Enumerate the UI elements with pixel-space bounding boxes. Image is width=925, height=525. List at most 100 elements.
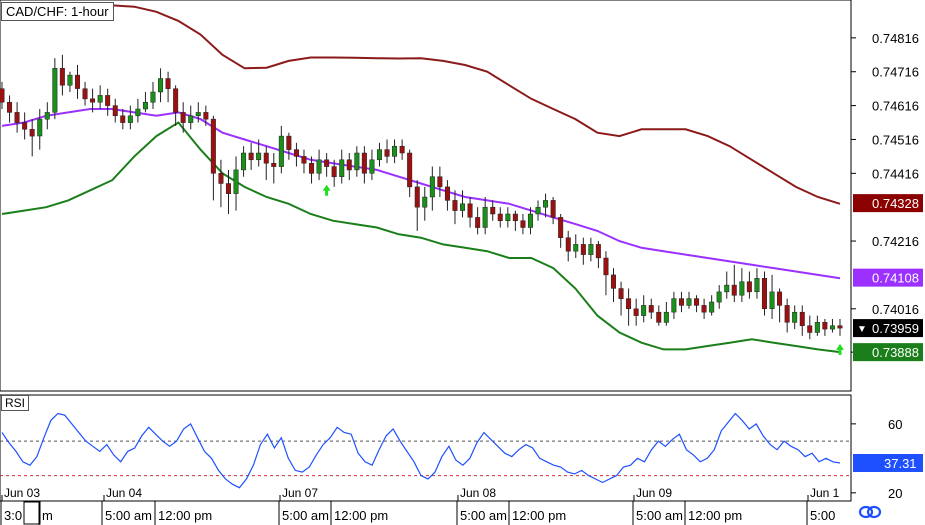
candle-body bbox=[399, 145, 405, 154]
price-tick-label: 0.74016 bbox=[872, 302, 919, 317]
candle-body bbox=[37, 118, 43, 137]
time-label: 12:00 pm bbox=[688, 508, 742, 523]
candle-body bbox=[792, 311, 798, 323]
time-label: 12:00 pm bbox=[334, 508, 388, 523]
candle-body bbox=[731, 284, 737, 296]
candle-body bbox=[505, 213, 511, 222]
candle-body bbox=[482, 206, 488, 228]
candle-body bbox=[671, 298, 677, 313]
candle-body bbox=[316, 159, 322, 174]
candle-body bbox=[648, 305, 654, 313]
candle-body bbox=[580, 244, 586, 255]
candle-body bbox=[829, 325, 835, 330]
candle-body bbox=[67, 74, 73, 86]
candle-body bbox=[188, 115, 194, 123]
rsi-line bbox=[1, 412, 841, 489]
candle-body bbox=[618, 288, 624, 299]
candle-body bbox=[452, 200, 458, 211]
price-tick-label: 0.74616 bbox=[872, 99, 919, 114]
candle-body bbox=[142, 101, 148, 110]
time-label: 3:0 bbox=[4, 508, 22, 523]
candle-body bbox=[233, 169, 239, 194]
candle-body bbox=[210, 118, 216, 174]
candle-body bbox=[422, 196, 428, 208]
time-label: 5:00 am bbox=[636, 508, 683, 523]
date-label: Jun 04 bbox=[106, 486, 142, 500]
chart-title: CAD/CHF: 1-hour bbox=[1, 2, 114, 21]
candle-body bbox=[663, 311, 669, 323]
candle-body bbox=[278, 135, 284, 167]
candle-body bbox=[437, 176, 443, 188]
candle-body bbox=[248, 152, 254, 161]
time-label: 12:00 pm bbox=[158, 508, 212, 523]
candle-body bbox=[346, 159, 352, 171]
candle-body bbox=[286, 135, 292, 150]
candle-body bbox=[595, 244, 601, 259]
price-label-text: 0.74328 bbox=[872, 196, 919, 211]
price-label-marker: ▼ bbox=[857, 324, 867, 335]
candle-body bbox=[173, 88, 179, 113]
candle-body bbox=[0, 88, 5, 103]
candle-body bbox=[59, 68, 65, 86]
candle-body bbox=[746, 281, 752, 293]
middle-band-line bbox=[1, 108, 841, 280]
date-label: Jun 03 bbox=[4, 486, 40, 500]
candle-body bbox=[180, 112, 186, 123]
candle-body bbox=[127, 115, 133, 123]
candle-body bbox=[324, 159, 330, 167]
bollinger-bands bbox=[1, 4, 841, 354]
candle-body bbox=[414, 186, 420, 208]
time-axis: 3:0 m 5:00 am 12:00 pm 5:00 am 12:00 pm 5:00 a… bbox=[0, 501, 835, 525]
up-arrow-icon bbox=[836, 343, 844, 355]
candle-body bbox=[361, 152, 367, 174]
price-label-text: 0.73959 bbox=[872, 321, 919, 336]
candle-body bbox=[520, 220, 526, 228]
candle-body bbox=[769, 291, 775, 310]
price-tick-label: 0.74816 bbox=[872, 31, 919, 46]
candle-body bbox=[754, 278, 760, 293]
candle-body bbox=[97, 95, 103, 103]
date-label: Jun 07 bbox=[282, 486, 318, 500]
candle-body bbox=[7, 101, 13, 113]
candle-body bbox=[331, 166, 337, 178]
upper-band-line bbox=[1, 4, 841, 205]
date-axis: Jun 03 Jun 04 Jun 07 Jun 08 Jun 09 Jun 1 bbox=[1, 486, 840, 501]
candle-body bbox=[822, 322, 828, 330]
candle-body bbox=[641, 305, 647, 316]
candle-body bbox=[195, 112, 201, 117]
candle-body bbox=[656, 311, 662, 323]
brand-logo-icon bbox=[858, 505, 882, 519]
candle-body bbox=[633, 308, 639, 316]
candle-body bbox=[709, 301, 715, 313]
candle-body bbox=[460, 203, 466, 211]
candle-body bbox=[150, 91, 156, 103]
candle-body bbox=[701, 305, 707, 313]
candle-body bbox=[241, 152, 247, 171]
candle-body bbox=[716, 291, 722, 303]
rsi-panel-frame bbox=[0, 394, 852, 502]
candle-body bbox=[263, 152, 269, 164]
candle-body bbox=[301, 156, 307, 164]
candle-body bbox=[376, 149, 382, 161]
candle-body bbox=[44, 112, 50, 120]
candle-body bbox=[490, 206, 496, 215]
candle-body bbox=[369, 159, 375, 174]
candle-body bbox=[90, 98, 96, 103]
candle-body bbox=[777, 291, 783, 306]
up-arrow-icon bbox=[322, 184, 331, 196]
candle-body bbox=[105, 95, 111, 106]
candle-body bbox=[678, 298, 684, 306]
candle-body bbox=[158, 78, 164, 93]
candle-body bbox=[120, 115, 126, 123]
candle-body bbox=[686, 298, 692, 306]
candle-body bbox=[165, 78, 171, 89]
rsi-current-label: 37.31 bbox=[884, 456, 917, 471]
time-label: 5:00 am bbox=[460, 508, 507, 523]
candle-body bbox=[52, 68, 58, 113]
rsi-levels bbox=[0, 440, 851, 477]
candle-body bbox=[22, 122, 28, 130]
candle-body bbox=[558, 217, 564, 238]
price-label-text: 0.74108 bbox=[872, 271, 919, 286]
rsi-tick-label: 20 bbox=[888, 486, 902, 501]
